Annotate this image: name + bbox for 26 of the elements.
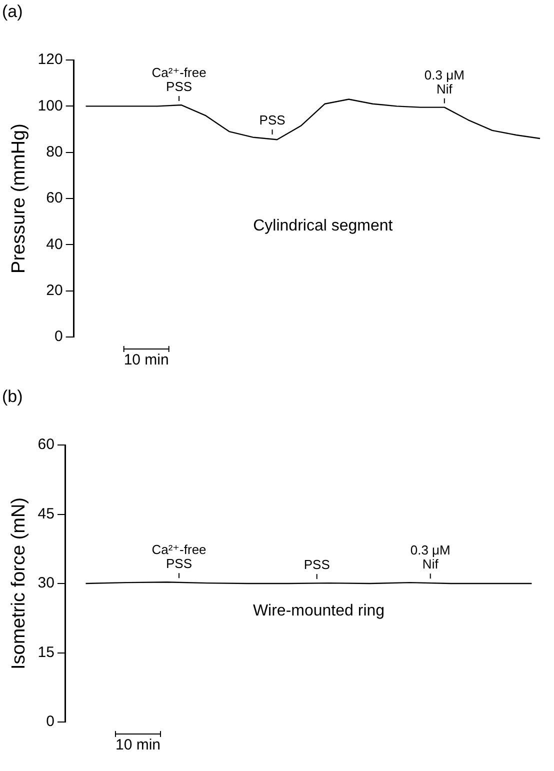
- text: 10 min: [115, 736, 161, 754]
- annotation: 0.3 μM Nif: [424, 67, 464, 96]
- y-tick-label: 60: [46, 190, 63, 207]
- chart-title: (b): [2, 387, 23, 406]
- y-tick-label: 0: [46, 713, 54, 730]
- annotation: PSS: [304, 557, 330, 572]
- y-tick-label: 45: [38, 505, 54, 522]
- annotation: Cylindrical segment: [253, 218, 394, 235]
- annotation: Ca²⁺-free PSS: [152, 542, 206, 572]
- y-tick-label: 40: [46, 236, 63, 253]
- y-tick-label: 20: [46, 282, 63, 299]
- y-tick-label: 100: [38, 97, 63, 114]
- y-tick-label: 30: [38, 574, 54, 592]
- annotation: PSS: [259, 112, 286, 128]
- y-tick-label: 120: [38, 51, 63, 68]
- y-tick-label: 0: [54, 328, 63, 346]
- y-tick-label: 60: [38, 436, 54, 454]
- y-tick-label: 80: [46, 143, 63, 160]
- y-axis-title: Pressure (mmHg): [8, 124, 30, 274]
- chart-title: (a): [2, 2, 23, 22]
- y-tick-label: 15: [38, 644, 54, 661]
- annotation: Ca²⁺-free PSS: [152, 65, 206, 94]
- text: 10 min: [124, 352, 169, 369]
- annotation: 0.3 μM Nif: [410, 542, 450, 572]
- y-axis-title: Isometric force (mN): [8, 497, 30, 670]
- annotation: Wire-mounted ring: [252, 602, 385, 620]
